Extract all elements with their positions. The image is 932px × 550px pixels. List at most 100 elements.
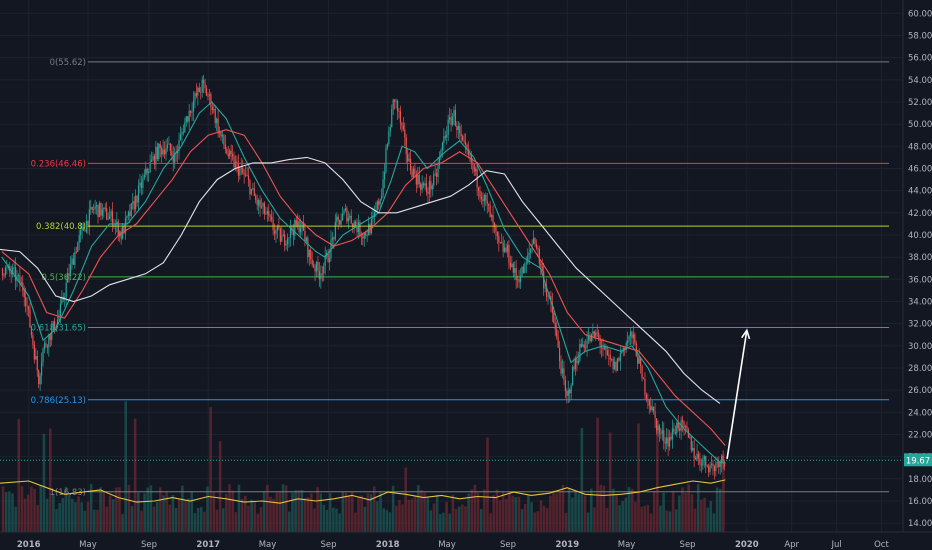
candle-body [434,173,436,175]
volume-bar [118,487,121,532]
candle-body [621,351,623,354]
candle-body [482,199,484,202]
candle-body [184,122,186,133]
candle-body [524,263,526,274]
x-tick-label: May [79,540,97,550]
volume-bar [39,485,43,532]
volume-bar [678,495,681,532]
volume-bar [199,506,203,532]
candle-body [475,168,477,172]
candle-body [637,356,639,364]
volume-bar [722,453,725,532]
fib-level-label: 0.618(31.65) [31,324,86,334]
volume-bar [643,505,647,532]
volume-bar [668,511,672,532]
candle-body [615,361,617,371]
volume-bar [168,504,172,532]
candle-body [255,196,257,201]
volume-bar [70,498,74,532]
candle-body [230,150,232,155]
volume-bar [583,495,587,532]
y-tick-label: 50.00 [908,120,932,130]
candle-body [237,162,239,176]
candle-body [570,385,572,394]
candle-body [595,332,597,337]
candle-body [166,144,169,149]
volume-bar [231,490,234,532]
candle-body [103,207,105,210]
candle-body [655,418,658,431]
x-tick-label: 2017 [196,540,220,550]
candle-body [356,226,358,233]
candle-body [130,203,132,217]
candle-body [221,134,224,137]
candle-body [490,215,493,218]
candle-body [210,94,212,108]
candle-body [333,237,335,240]
fib-level-label: 0.236(46.46) [31,159,86,169]
candle-body [438,157,441,166]
candle-body [532,238,535,245]
candle-body [243,172,245,175]
candle-body [362,236,364,239]
candle-body [203,79,205,84]
candle-body [676,422,678,434]
volume-bar [574,490,577,532]
candle-body [285,244,287,246]
candle-body [723,461,726,467]
volume-bar [549,495,552,532]
volume-bar [77,496,80,532]
candle-body [174,152,176,163]
candle-body [391,108,393,128]
candle-body [407,154,409,162]
volume-bar [93,509,96,532]
candle-body [187,116,189,122]
candle-body [551,302,553,313]
candle-body [420,184,422,190]
candle-body [483,194,485,202]
candle-body [716,461,718,463]
fib-level-label: 0(55.62) [50,58,86,68]
candle-body [40,362,43,376]
candle-body [480,197,483,200]
candle-body [488,203,490,206]
candle-body [224,144,226,150]
candle-body [46,346,48,348]
volume-bar [454,508,458,532]
candle-body [596,332,598,334]
candle-body [661,430,663,434]
x-tick-label: 2020 [735,540,759,550]
candle-body [113,225,115,226]
candle-body [126,215,128,219]
candle-body [381,195,383,200]
candle-body [644,378,646,395]
volume-bar [684,493,687,532]
volume-bar [11,493,14,532]
candle-body [61,296,63,304]
volume-bar [313,508,316,532]
candle-body [411,170,413,178]
candle-body [433,174,435,186]
candle-body [162,149,164,155]
y-tick-label: 30.00 [908,342,932,352]
candle-body [477,187,480,192]
candle-body [499,242,501,243]
y-tick-label: 46.00 [908,164,932,174]
candle-body [686,426,688,430]
y-tick-label: 24.00 [908,408,932,418]
volume-bar [143,493,146,532]
volume-bar [514,496,518,532]
candle-body [428,181,430,194]
candle-body [340,220,342,225]
candle-body [179,134,182,140]
candle-body [281,236,283,242]
volume-bar [501,491,505,532]
candle-body [98,202,101,218]
x-tick-label: May [618,540,636,550]
volume-bar [498,500,502,532]
candle-body [334,221,336,240]
volume-bar [133,418,137,532]
candle-body [211,107,213,111]
candle-body [515,268,517,280]
